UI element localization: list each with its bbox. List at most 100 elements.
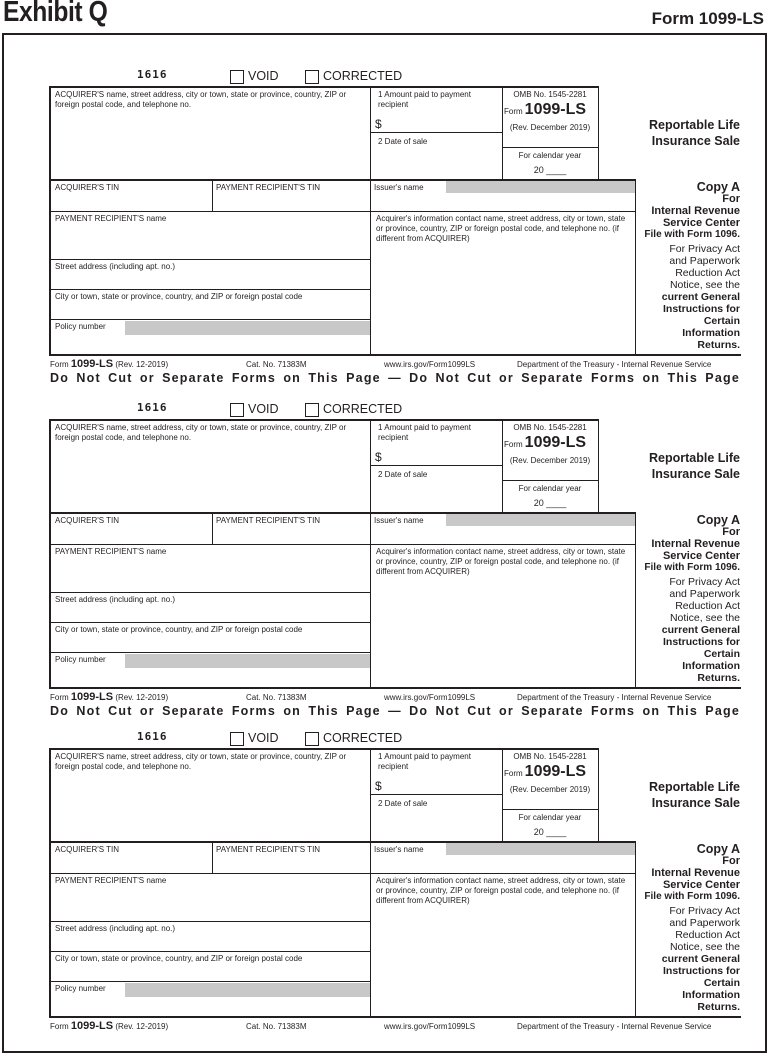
city-field[interactable]: City or town, state or province, country… xyxy=(51,290,371,320)
divider xyxy=(49,86,599,88)
recipient-tin-label: PAYMENT RECIPIENT'S TIN xyxy=(216,516,321,525)
form-code: 1616 xyxy=(137,68,168,81)
footer-form-id: Form 1099-LS (Rev. 12-2019) xyxy=(50,358,168,370)
corrected-checkbox[interactable] xyxy=(305,403,319,417)
recipient-tin-field[interactable]: PAYMENT RECIPIENT'S TIN xyxy=(212,843,371,874)
copy-label: Copy A xyxy=(696,842,740,856)
divider xyxy=(49,419,599,421)
street-address-field[interactable]: Street address (including apt. no.) xyxy=(51,593,371,623)
corrected-checkbox[interactable] xyxy=(305,732,319,746)
acquirer-contact-label: Acquirer's information contact name, str… xyxy=(376,547,626,576)
acquirer-name-label: ACQUIRER'S name, street address, city or… xyxy=(55,90,347,109)
acquirer-name-field[interactable]: ACQUIRER'S name, street address, city or… xyxy=(51,750,371,842)
footer-cat: Cat. No. 71383M xyxy=(246,360,307,369)
acquirer-contact-field[interactable]: Acquirer's information contact name, str… xyxy=(370,545,636,688)
footer-dept: Department of the Treasury - Internal Re… xyxy=(517,693,712,702)
corrected-label: CORRECTED xyxy=(323,731,403,745)
copy-label: Copy A xyxy=(696,513,740,527)
omb-number: OMB No. 1545-2281 xyxy=(513,423,587,432)
copy-irs: Internal Revenue Service Center xyxy=(651,867,740,891)
box1-amount-field[interactable]: 1 Amount paid to payment recipient $ xyxy=(370,88,503,133)
box2-label: 2 Date of sale xyxy=(378,137,428,146)
recipient-tin-field[interactable]: PAYMENT RECIPIENT'S TIN xyxy=(212,181,371,212)
form-number: 1099-LS xyxy=(524,434,587,451)
form-title-text: Reportable Life Insurance Sale xyxy=(649,451,740,481)
policy-number-shade xyxy=(125,321,370,335)
footer-form-prefix: Form xyxy=(50,693,69,702)
box2-date-field[interactable]: 2 Date of sale xyxy=(370,466,503,513)
city-field[interactable]: City or town, state or province, country… xyxy=(51,952,371,982)
omb-block: OMB No. 1545-2281 Form 1099-LS (Rev. Dece… xyxy=(502,421,599,481)
acquirer-tin-field[interactable]: ACQUIRER'S TIN xyxy=(51,181,213,212)
divider xyxy=(49,512,636,514)
recipient-tin-field[interactable]: PAYMENT RECIPIENT'S TIN xyxy=(212,514,371,545)
form-number: 1099-LS xyxy=(524,101,587,118)
footer-cat: Cat. No. 71383M xyxy=(246,693,307,702)
policy-number-shade xyxy=(125,654,370,668)
dollar-sign: $ xyxy=(375,779,382,793)
issuer-name-field[interactable]: Issuer's name xyxy=(370,843,636,874)
box2-date-field[interactable]: 2 Date of sale xyxy=(370,795,503,842)
footer-url[interactable]: www.irs.gov/Form1099LS xyxy=(384,1022,476,1031)
box2-date-field[interactable]: 2 Date of sale xyxy=(370,133,503,180)
policy-number-field[interactable]: Policy number xyxy=(51,982,371,1017)
city-label: City or town, state or province, country… xyxy=(55,954,303,963)
street-label: Street address (including apt. no.) xyxy=(55,595,176,604)
recipient-name-field[interactable]: PAYMENT RECIPIENT'S name xyxy=(51,874,371,922)
street-address-field[interactable]: Street address (including apt. no.) xyxy=(51,922,371,952)
acquirer-tin-field[interactable]: ACQUIRER'S TIN xyxy=(51,843,213,874)
corrected-checkbox[interactable] xyxy=(305,70,319,84)
acquirer-contact-field[interactable]: Acquirer's information contact name, str… xyxy=(370,212,636,355)
calendar-year-field[interactable]: For calendar year 20 ____ xyxy=(502,147,599,180)
corrected-label: CORRECTED xyxy=(323,69,403,83)
issuer-name-field[interactable]: Issuer's name xyxy=(370,514,636,545)
recipient-name-label: PAYMENT RECIPIENT'S name xyxy=(55,876,167,885)
calendar-year-field[interactable]: For calendar year 20 ____ xyxy=(502,480,599,513)
policy-number-field[interactable]: Policy number xyxy=(51,653,371,688)
divider xyxy=(49,179,636,181)
void-label: VOID xyxy=(248,402,279,416)
footer-cat: Cat. No. 71383M xyxy=(246,1022,307,1031)
policy-number-field[interactable]: Policy number xyxy=(51,320,371,355)
omb-number: OMB No. 1545-2281 xyxy=(513,752,587,761)
divider xyxy=(49,87,51,355)
box2-label: 2 Date of sale xyxy=(378,470,428,479)
omb-number: OMB No. 1545-2281 xyxy=(513,90,587,99)
acquirer-tin-field[interactable]: ACQUIRER'S TIN xyxy=(51,514,213,545)
acquirer-contact-field[interactable]: Acquirer's information contact name, str… xyxy=(370,874,636,1017)
revision: (Rev. December 2019) xyxy=(509,123,591,132)
acquirer-name-field[interactable]: ACQUIRER'S name, street address, city or… xyxy=(51,88,371,180)
copy-a-block: Copy A For Internal Revenue Service Cent… xyxy=(636,181,740,351)
box1-amount-field[interactable]: 1 Amount paid to payment recipient $ xyxy=(370,421,503,466)
calendar-year: 20 ____ xyxy=(533,498,567,508)
recipient-tin-label: PAYMENT RECIPIENT'S TIN xyxy=(216,845,321,854)
revision: (Rev. December 2019) xyxy=(509,456,591,465)
recipient-name-field[interactable]: PAYMENT RECIPIENT'S name xyxy=(51,545,371,593)
copy-privacy: For Privacy Act and Paperwork Reduction … xyxy=(669,905,740,953)
recipient-name-field[interactable]: PAYMENT RECIPIENT'S name xyxy=(51,212,371,260)
copy-irs: Internal Revenue Service Center xyxy=(651,205,740,229)
revision: (Rev. December 2019) xyxy=(509,785,591,794)
box1-amount-field[interactable]: 1 Amount paid to payment recipient $ xyxy=(370,750,503,795)
calendar-year-field[interactable]: For calendar year 20 ____ xyxy=(502,809,599,842)
footer-url[interactable]: www.irs.gov/Form1099LS xyxy=(384,693,476,702)
void-checkbox[interactable] xyxy=(230,403,244,417)
copy-file: File with Form 1096. xyxy=(644,229,740,240)
acquirer-tin-label: ACQUIRER'S TIN xyxy=(55,516,120,525)
acquirer-tin-label: ACQUIRER'S TIN xyxy=(55,183,120,192)
policy-label: Policy number xyxy=(55,322,106,331)
acquirer-name-label: ACQUIRER'S name, street address, city or… xyxy=(55,752,347,771)
void-checkbox[interactable] xyxy=(230,732,244,746)
copy-for: For xyxy=(722,855,740,867)
footer-url[interactable]: www.irs.gov/Form1099LS xyxy=(384,360,476,369)
copy-for: For xyxy=(722,526,740,538)
acquirer-name-field[interactable]: ACQUIRER'S name, street address, city or… xyxy=(51,421,371,513)
void-checkbox[interactable] xyxy=(230,70,244,84)
street-address-field[interactable]: Street address (including apt. no.) xyxy=(51,260,371,290)
city-field[interactable]: City or town, state or province, country… xyxy=(51,623,371,653)
issuer-name-field[interactable]: Issuer's name xyxy=(370,181,636,212)
city-label: City or town, state or province, country… xyxy=(55,292,303,301)
issuer-name-label: Issuer's name xyxy=(374,516,424,525)
footer-dept: Department of the Treasury - Internal Re… xyxy=(517,360,712,369)
divider xyxy=(635,842,636,1017)
